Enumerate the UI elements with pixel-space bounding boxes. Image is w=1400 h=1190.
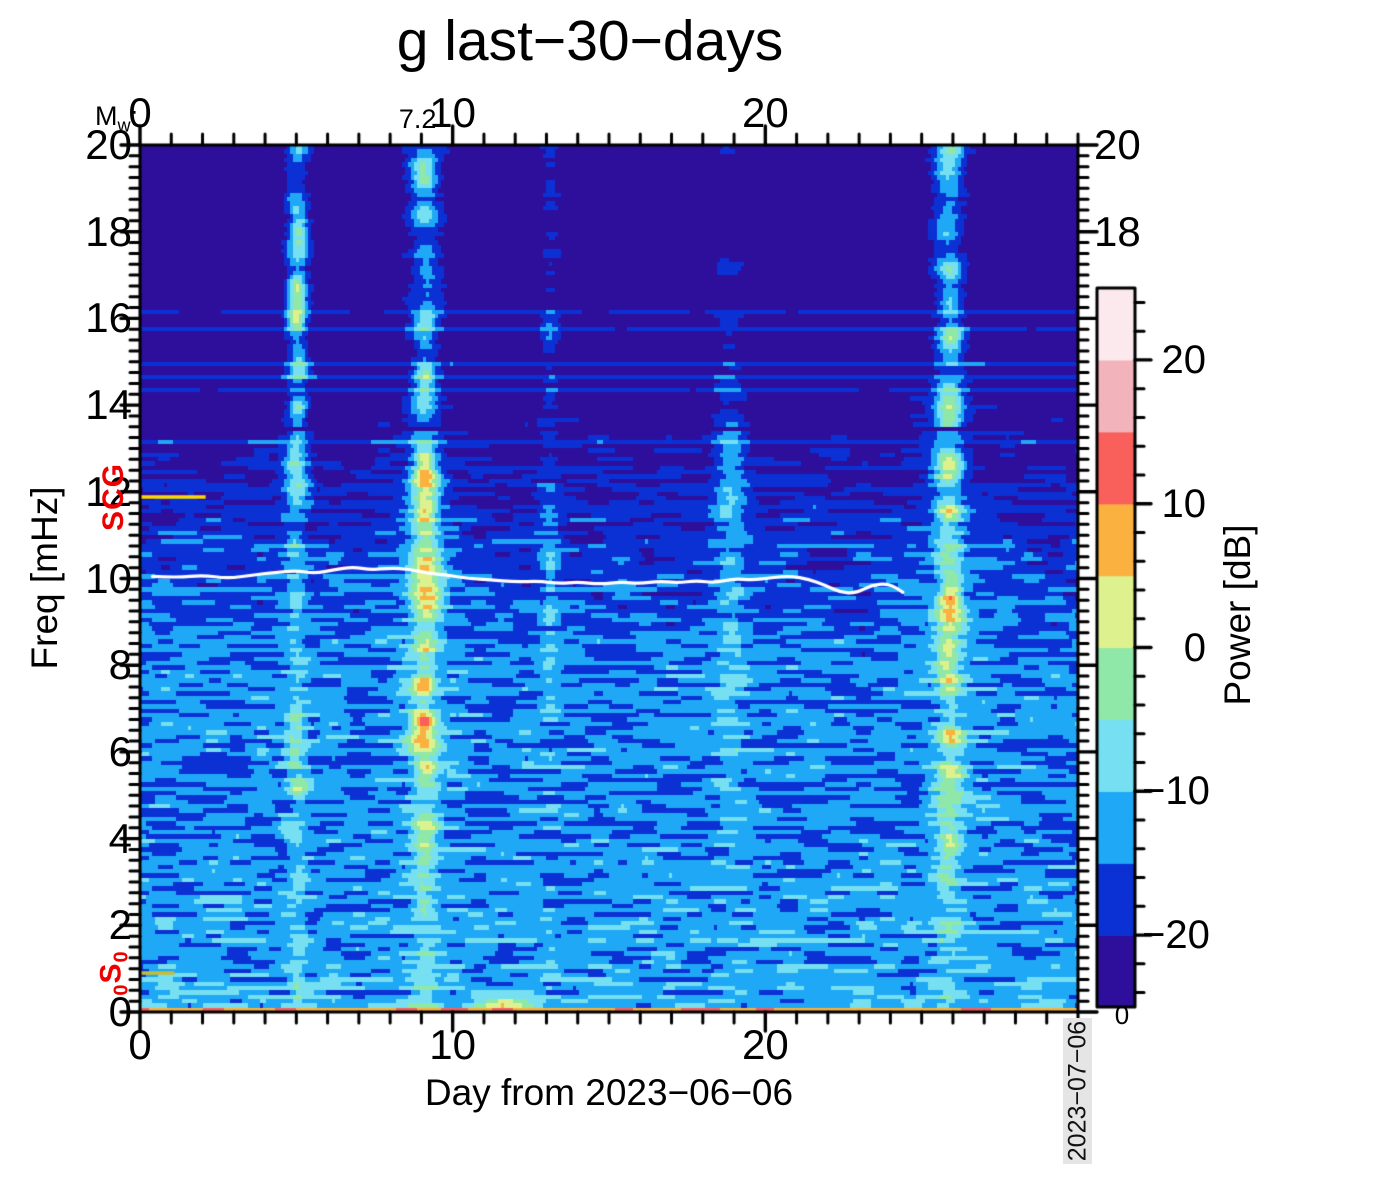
y-tick-label: 12: [85, 467, 132, 515]
colorbar-tick-label: −20: [1142, 913, 1210, 958]
mw-axis-prefix-sub: w: [117, 115, 131, 136]
colorbar-label-wrap: Power [dB]: [1202, 465, 1274, 765]
date-stamp: 2023−07−06: [1063, 1018, 1092, 1164]
colorbar-tick-label: −10: [1142, 769, 1210, 814]
colorbar-tick-label: 0: [1183, 625, 1206, 670]
x-tick-label: 20: [741, 1021, 789, 1068]
x-axis-label: Day from 2023−06−06: [424, 1072, 794, 1113]
colorbar-tick-label: 10: [1161, 481, 1207, 526]
y-tick-label: 0: [108, 988, 132, 1035]
y-tick-label: 10: [85, 554, 132, 602]
y-tick-label: 6: [108, 727, 132, 775]
mw-axis-prefix-m: M: [94, 101, 118, 131]
y-tick-label: 20: [85, 121, 132, 168]
colorbar-tick-label: 20: [1161, 337, 1207, 382]
x-tick-label: 0: [128, 1021, 152, 1068]
mw-axis-prefix: Mw:: [56, 101, 138, 140]
mode-marker-label-part: 0: [110, 983, 133, 996]
mode-marker-label-0S0: 0S0: [88, 913, 140, 1033]
mode-marker-label-part: S: [94, 962, 128, 984]
colorbar-label: Power [dB]: [1217, 524, 1258, 706]
y-tick-label: 18: [85, 207, 132, 255]
x-tick-label: 10: [429, 1021, 477, 1068]
y-tick-label: 2: [108, 901, 132, 949]
chart-title: g last−30−days: [396, 9, 784, 73]
y-tick-label: 8: [108, 641, 132, 689]
y-right-tick-label: 18: [1094, 207, 1141, 255]
y-tick-label: 4: [108, 814, 132, 862]
y-tick-label: 16: [85, 294, 132, 342]
mode-marker-label-part: 0: [110, 950, 133, 963]
mw-annotation: 7.2: [398, 104, 437, 134]
mode-marker-label-SCG: SCG: [88, 437, 140, 557]
x-top-tick-label: 10: [429, 89, 477, 136]
mw-axis-prefix-colon: :: [130, 101, 138, 131]
x-top-tick-label: 0: [128, 89, 152, 136]
date-stamp-text: 2023−07−06: [1063, 1020, 1091, 1162]
y-right-tick-label: 20: [1094, 121, 1141, 168]
x-top-tick-label: 20: [741, 89, 789, 136]
y-tick-label: 14: [85, 381, 132, 429]
mode-marker-label-part: SCG: [97, 462, 130, 532]
